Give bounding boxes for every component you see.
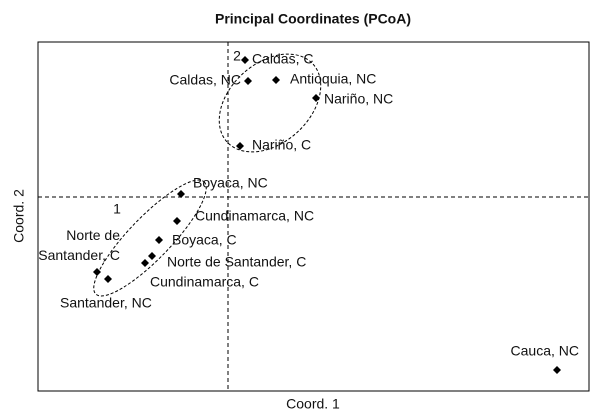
- point-label: Caldas, C: [252, 51, 313, 67]
- point: [553, 366, 561, 374]
- chart-title: Principal Coordinates (PCoA): [215, 11, 411, 27]
- point: [236, 142, 244, 150]
- point: [312, 94, 320, 102]
- annotation: 1: [113, 201, 121, 217]
- point-label: Cauca, NC: [511, 343, 579, 359]
- point-label: Boyaca, NC: [193, 175, 268, 191]
- point: [155, 236, 163, 244]
- point: [148, 252, 156, 260]
- point-label: Antioquia, NC: [290, 71, 376, 87]
- point-label: Norte de Santander, C: [38, 227, 120, 263]
- plot-frame: [37, 41, 590, 392]
- point-label: Nariño, NC: [324, 91, 393, 107]
- point-label: Boyaca, C: [172, 232, 237, 248]
- x-axis-label: Coord. 1: [286, 396, 340, 412]
- point: [173, 217, 181, 225]
- point: [272, 76, 280, 84]
- point: [177, 190, 185, 198]
- point: [104, 275, 112, 283]
- point-label: Cundinamarca, NC: [195, 208, 314, 224]
- point-label: Nariño, C: [252, 137, 311, 153]
- point-label: Caldas, NC: [169, 72, 241, 88]
- point-label: Cundinamarca, C: [150, 274, 259, 290]
- y-axis-label: Coord. 2: [11, 189, 27, 243]
- point-label: Norte de Santander, C: [167, 254, 306, 270]
- cluster-ellipse: [93, 179, 207, 297]
- point: [93, 268, 101, 276]
- point-label: Santander, NC: [60, 295, 152, 311]
- point: [141, 259, 149, 267]
- point: [244, 77, 252, 85]
- annotation: 2: [233, 48, 241, 64]
- point: [241, 56, 249, 64]
